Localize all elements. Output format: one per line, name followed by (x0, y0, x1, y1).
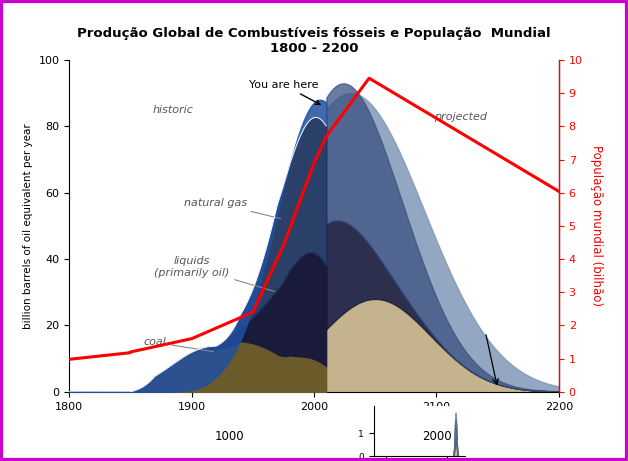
Title: Produção Global de Combustíveis fósseis e População  Mundial
1800 - 2200: Produção Global de Combustíveis fósseis … (77, 27, 551, 54)
Text: liquids
(primarily oil): liquids (primarily oil) (154, 256, 274, 291)
Text: projected: projected (435, 112, 487, 122)
Y-axis label: População mundial (bilhão): População mundial (bilhão) (590, 145, 604, 307)
Text: 1000: 1000 (214, 430, 244, 443)
Text: historic: historic (153, 105, 193, 115)
Text: You are here: You are here (249, 80, 320, 104)
Text: natural gas: natural gas (185, 198, 281, 219)
Text: 2000: 2000 (421, 430, 452, 443)
Text: coal: coal (143, 337, 214, 352)
Y-axis label: billion barrels of oil equivalent per year: billion barrels of oil equivalent per ye… (23, 123, 33, 329)
